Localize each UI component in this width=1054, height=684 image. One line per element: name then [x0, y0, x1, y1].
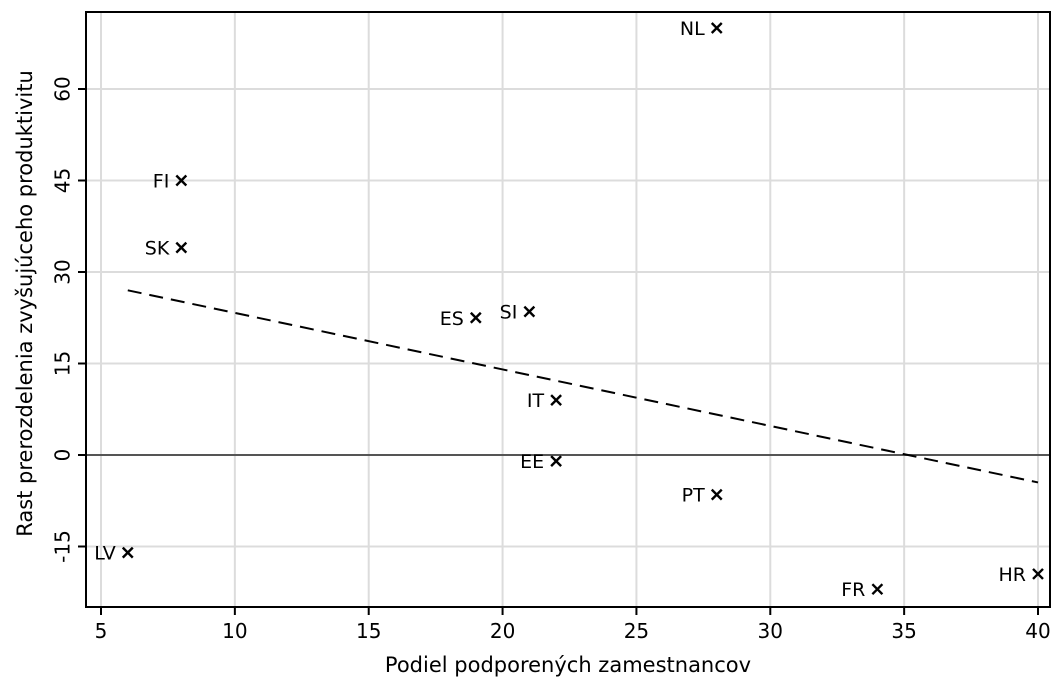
- point-marker: [710, 22, 723, 34]
- point-marker: [121, 546, 134, 559]
- point-label: SI: [500, 302, 518, 324]
- data-point-it: IT: [527, 390, 562, 412]
- x-axis-title: Podiel podporených zamestnancov: [385, 653, 751, 677]
- y-tick-label: 60: [51, 76, 75, 101]
- point-label: FR: [841, 579, 865, 601]
- plot-frame: [85, 11, 1051, 608]
- point-label: FI: [153, 171, 170, 193]
- data-point-nl: NL: [680, 18, 723, 40]
- data-point-pt: PT: [682, 485, 723, 507]
- y-axis-ticks: -15 0 15 30 45 60: [51, 76, 86, 563]
- y-tick-label: 45: [51, 168, 75, 193]
- point-marker: [550, 394, 562, 406]
- point-label: HR: [999, 564, 1027, 586]
- data-point-lv: LV: [94, 543, 134, 565]
- data-point-es: ES: [440, 308, 482, 330]
- x-tick-label: 10: [222, 619, 247, 643]
- x-tick-label: 5: [95, 619, 108, 643]
- x-axis-ticks: 5 10 15 20 25 30 35 40: [95, 607, 1051, 643]
- point-label: LV: [94, 543, 116, 565]
- x-tick-label: 40: [1025, 619, 1050, 643]
- x-tick-label: 35: [891, 619, 916, 643]
- point-marker: [175, 241, 188, 254]
- data-point-si: SI: [500, 302, 536, 324]
- point-label: SK: [145, 238, 170, 260]
- data-point-fr: FR: [841, 579, 884, 601]
- data-point-sk: SK: [145, 238, 188, 260]
- y-tick-label: 0: [51, 449, 75, 462]
- point-label: PT: [682, 485, 705, 507]
- y-axis-title: Rast prerozdelenia zvyšujúceho produktiv…: [13, 70, 37, 537]
- point-label: ES: [440, 308, 464, 330]
- data-point-fi: FI: [153, 171, 188, 193]
- point-marker: [175, 174, 188, 187]
- data-point-hr: HR: [999, 564, 1044, 586]
- point-marker: [710, 488, 723, 501]
- point-label: NL: [680, 18, 705, 40]
- data-point-ee: EE: [520, 451, 562, 473]
- point-label: EE: [520, 451, 544, 473]
- y-tick-label: 30: [51, 259, 75, 284]
- x-tick-label: 25: [624, 619, 649, 643]
- point-label: IT: [527, 390, 545, 412]
- grid: [86, 12, 1050, 607]
- x-tick-label: 30: [758, 619, 783, 643]
- point-marker: [550, 455, 562, 467]
- point-marker: [871, 583, 884, 596]
- point-marker: [523, 305, 536, 318]
- y-tick-label: 15: [51, 351, 75, 376]
- point-marker: [469, 311, 482, 324]
- trendline: [127, 289, 1039, 484]
- x-tick-label: 20: [490, 619, 515, 643]
- x-tick-label: 15: [356, 619, 381, 643]
- y-tick-label: -15: [51, 530, 75, 563]
- point-marker: [1032, 568, 1044, 580]
- data-points: NL FI SK SI ES IT EE PT LV FR HR: [94, 18, 1044, 601]
